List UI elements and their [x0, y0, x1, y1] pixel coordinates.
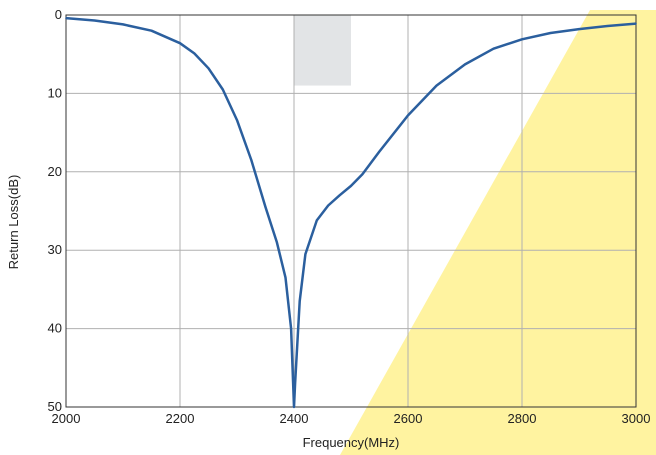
x-tick-label-3: 2600 [394, 411, 423, 426]
data-point-15 [294, 382, 296, 385]
data-point-12 [284, 276, 287, 279]
data-point-26 [464, 63, 466, 66]
y-tick-label-2: 20 [48, 164, 62, 179]
data-point-10 [264, 206, 267, 208]
series-points [65, 17, 637, 408]
y-tick-label-0: 0 [55, 7, 62, 22]
x-tick-label-4: 2800 [508, 411, 537, 426]
highlight-band [294, 15, 351, 86]
data-point-2 [122, 23, 124, 26]
data-point-23 [378, 150, 381, 153]
watermark [340, 10, 656, 455]
y-tick-label-5: 50 [48, 399, 62, 414]
data-point-4 [179, 42, 181, 45]
data-point-21 [350, 185, 352, 187]
y-tick-labels: 0 10 20 30 40 50 [48, 7, 62, 414]
data-point-30 [578, 28, 580, 30]
data-point-29 [549, 32, 552, 34]
data-point-22 [361, 173, 364, 175]
data-point-20 [338, 194, 341, 197]
data-point-1 [93, 19, 96, 22]
plot-frame [65, 14, 637, 408]
data-point-14 [293, 406, 295, 408]
data-point-25 [435, 84, 438, 87]
data-point-16 [298, 300, 301, 302]
watermark-band [340, 10, 656, 455]
data-point-27 [492, 47, 495, 50]
data-point-9 [250, 159, 253, 161]
x-axis-label: Frequency(MHz) [303, 435, 400, 450]
data-point-18 [316, 219, 318, 222]
data-point-17 [304, 253, 307, 255]
data-point-24 [407, 114, 409, 117]
x-tick-labels: 2000 2200 2400 2600 2800 3000 [52, 411, 651, 426]
data-point-3 [150, 29, 153, 32]
x-tick-label-1: 2200 [166, 411, 195, 426]
data-point-11 [276, 241, 278, 244]
data-point-32 [635, 22, 637, 25]
data-point-6 [207, 67, 210, 70]
data-point-0 [65, 17, 67, 19]
data-point-31 [606, 25, 609, 27]
x-tick-label-2: 2400 [280, 411, 309, 426]
data-point-7 [221, 88, 224, 91]
y-tick-label-3: 30 [48, 242, 62, 257]
x-tick-label-5: 3000 [622, 411, 651, 426]
y-tick-label-1: 10 [48, 85, 62, 100]
y-axis-label: Return Loss(dB) [6, 175, 21, 270]
data-point-13 [290, 327, 292, 330]
data-point-19 [327, 204, 330, 207]
x-tick-label-0: 2000 [52, 411, 81, 426]
data-point-5 [193, 52, 196, 55]
data-point-8 [236, 119, 238, 121]
y-tick-label-4: 40 [48, 321, 62, 336]
data-point-28 [521, 38, 523, 41]
